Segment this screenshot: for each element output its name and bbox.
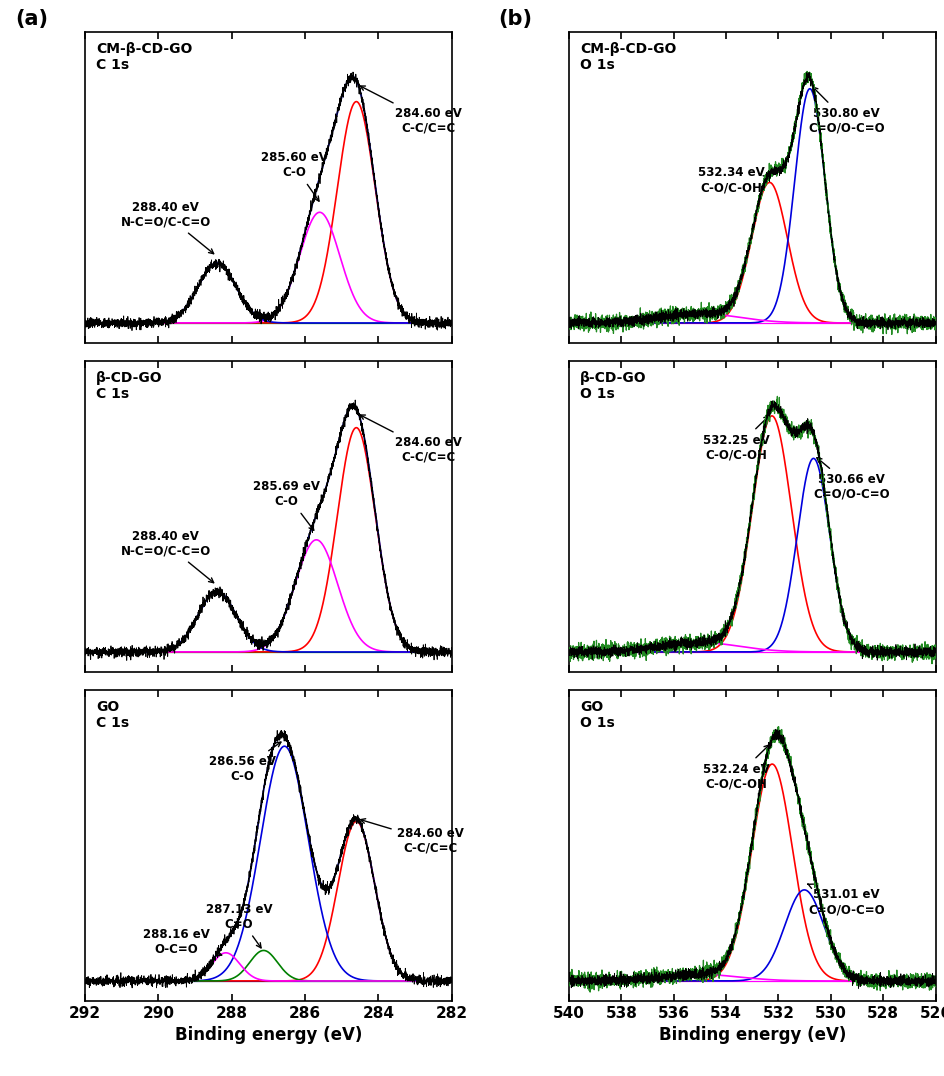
Text: 288.40 eV
N-C=O/C-C=O: 288.40 eV N-C=O/C-C=O bbox=[121, 529, 213, 583]
Text: 532.25 eV
C-O/C-OH: 532.25 eV C-O/C-OH bbox=[702, 416, 769, 462]
Text: 285.69 eV
C-O: 285.69 eV C-O bbox=[253, 480, 320, 530]
Text: CM-β-CD-GO
C 1s: CM-β-CD-GO C 1s bbox=[96, 42, 193, 72]
X-axis label: Binding energy (eV): Binding energy (eV) bbox=[175, 1027, 362, 1044]
Text: (b): (b) bbox=[497, 10, 531, 29]
Text: β-CD-GO
C 1s: β-CD-GO C 1s bbox=[96, 370, 162, 400]
X-axis label: Binding energy (eV): Binding energy (eV) bbox=[658, 1027, 845, 1044]
Text: GO
C 1s: GO C 1s bbox=[96, 699, 129, 730]
Text: 288.40 eV
N-C=O/C-C=O: 288.40 eV N-C=O/C-C=O bbox=[121, 200, 213, 254]
Text: 284.60 eV
C-C/C=C: 284.60 eV C-C/C=C bbox=[360, 819, 464, 854]
Text: 287.13 eV
C=O: 287.13 eV C=O bbox=[206, 903, 272, 948]
Text: 284.60 eV
C-C/C=C: 284.60 eV C-C/C=C bbox=[360, 415, 462, 464]
Text: 532.34 eV
C-O/C-OH: 532.34 eV C-O/C-OH bbox=[698, 166, 767, 194]
Text: CM-β-CD-GO
O 1s: CM-β-CD-GO O 1s bbox=[580, 42, 676, 72]
Text: 286.56 eV
C-O: 286.56 eV C-O bbox=[209, 742, 280, 783]
Text: 532.24 eV
C-O/C-OH: 532.24 eV C-O/C-OH bbox=[702, 745, 769, 791]
Text: 284.60 eV
C-C/C=C: 284.60 eV C-C/C=C bbox=[360, 86, 462, 134]
Text: 530.80 eV
C=O/O-C=O: 530.80 eV C=O/O-C=O bbox=[807, 87, 884, 134]
Text: (a): (a) bbox=[15, 10, 48, 29]
Text: 530.66 eV
C=O/O-C=O: 530.66 eV C=O/O-C=O bbox=[813, 457, 889, 501]
Text: GO
O 1s: GO O 1s bbox=[580, 699, 614, 730]
Text: 531.01 eV
C=O/O-C=O: 531.01 eV C=O/O-C=O bbox=[807, 884, 884, 916]
Text: 285.60 eV
C-O: 285.60 eV C-O bbox=[261, 152, 328, 201]
Text: 288.16 eV
O-C=O: 288.16 eV O-C=O bbox=[143, 928, 222, 955]
Text: β-CD-GO
O 1s: β-CD-GO O 1s bbox=[580, 370, 646, 400]
